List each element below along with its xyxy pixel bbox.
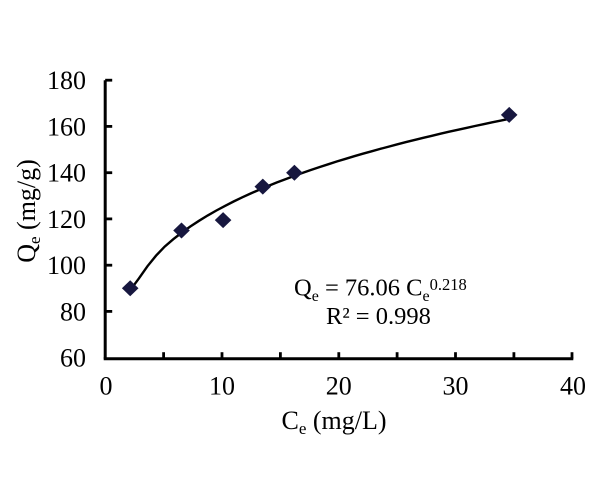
svg-text:Ce (mg/L): Ce (mg/L) — [281, 406, 386, 438]
svg-text:60: 60 — [60, 344, 86, 373]
svg-text:160: 160 — [47, 112, 86, 141]
svg-text:80: 80 — [60, 297, 86, 326]
svg-text:120: 120 — [47, 205, 86, 234]
svg-text:10: 10 — [209, 371, 235, 400]
svg-text:R² = 0.998: R² = 0.998 — [326, 303, 431, 330]
svg-text:100: 100 — [47, 251, 86, 280]
svg-text:180: 180 — [47, 66, 86, 95]
svg-text:0: 0 — [100, 371, 113, 400]
svg-text:140: 140 — [47, 159, 86, 188]
svg-text:30: 30 — [443, 371, 469, 400]
svg-text:40: 40 — [560, 371, 586, 400]
svg-text:Qe (mg/g): Qe (mg/g) — [12, 159, 44, 263]
svg-text:20: 20 — [326, 371, 352, 400]
svg-text:Qe = 76.06 Ce0.218: Qe = 76.06 Ce0.218 — [294, 275, 467, 306]
